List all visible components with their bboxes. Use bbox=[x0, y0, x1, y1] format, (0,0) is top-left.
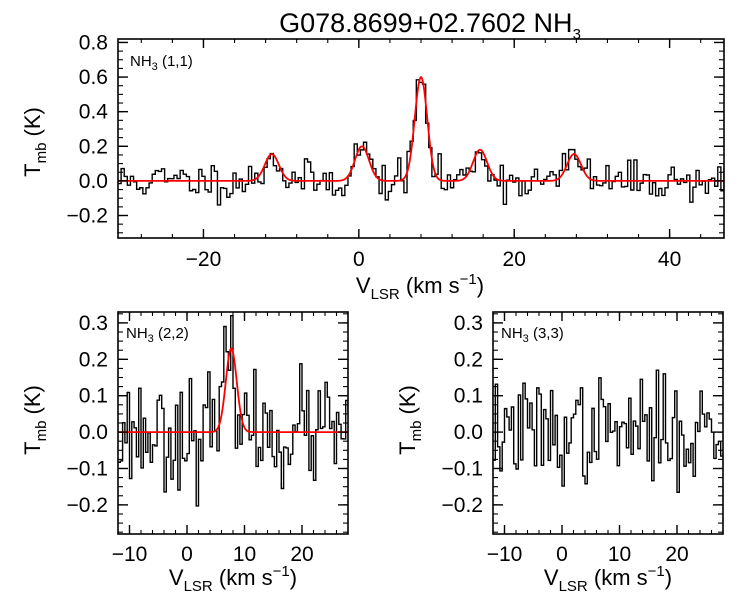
y-tick-label: 0.0 bbox=[79, 170, 108, 193]
x-tick-label: 40 bbox=[658, 248, 681, 271]
panel-1-label: NH3 (1,1) bbox=[130, 53, 193, 73]
panel-3-spectrum bbox=[493, 369, 723, 493]
y-tick-label: 0.4 bbox=[79, 101, 109, 124]
panel-nh3-1-1: NH3 (1,1) VLSR (km s−1) Tmb (K) −20 0 20 40… bbox=[20, 31, 725, 303]
panel-3-label: NH3 (3,3) bbox=[501, 325, 564, 345]
y-tick-label: 0.0 bbox=[79, 421, 108, 444]
y-tick-label: 0.3 bbox=[79, 312, 108, 335]
panel-1-frame bbox=[117, 38, 725, 239]
panel-nh3-3-3: NH3 (3,3) VLSR (km s−1) Tmb (K) −10 0 10 20… bbox=[395, 311, 724, 595]
x-tick-label: −10 bbox=[112, 543, 148, 566]
x-tick-label: 0 bbox=[181, 543, 193, 566]
x-tick-label: −10 bbox=[487, 543, 523, 566]
panel-2-x-axis-label: VLSR (km s−1) bbox=[169, 563, 297, 595]
y-tick-label: 0.2 bbox=[79, 135, 108, 158]
y-tick-label: 0.0 bbox=[454, 421, 483, 444]
x-tick-label: −20 bbox=[186, 248, 222, 271]
panel-2-y-axis-label: Tmb (K) bbox=[20, 385, 50, 455]
x-tick-label: 10 bbox=[233, 543, 256, 566]
y-tick-label: −0.1 bbox=[67, 457, 108, 480]
panel-2-label: NH3 (2,2) bbox=[126, 325, 189, 345]
panel-3-y-axis-label: Tmb (K) bbox=[395, 385, 425, 455]
x-tick-label: 20 bbox=[290, 543, 313, 566]
panel-3-x-axis-label: VLSR (km s−1) bbox=[544, 563, 672, 595]
y-tick-label: 0.2 bbox=[79, 348, 108, 371]
panel-nh3-2-2: NH3 (2,2) VLSR (km s−1) Tmb (K) −10 0 10 20… bbox=[20, 311, 349, 595]
panel-1-y-axis-label: Tmb (K) bbox=[20, 107, 50, 177]
figure-title: G078.8699+02.7602 NH3 bbox=[279, 8, 581, 43]
y-tick-label: 0.3 bbox=[454, 312, 483, 335]
panel-2-fit-curve bbox=[118, 347, 348, 433]
x-tick-label: 0 bbox=[556, 543, 568, 566]
panel-1-x-axis-label: VLSR (km s−1) bbox=[356, 271, 484, 303]
panel-2-spectrum bbox=[118, 314, 348, 507]
y-tick-label: 0.1 bbox=[79, 385, 108, 408]
y-tick-label: 0.2 bbox=[454, 348, 483, 371]
y-tick-label: −0.1 bbox=[442, 457, 483, 480]
y-tick-label: 0.1 bbox=[454, 385, 483, 408]
x-tick-label: 0 bbox=[353, 248, 365, 271]
x-tick-label: 20 bbox=[665, 543, 688, 566]
y-tick-label: −0.2 bbox=[67, 494, 108, 517]
panel-1-spectrum bbox=[118, 79, 724, 206]
y-tick-label: −0.2 bbox=[67, 205, 108, 228]
x-tick-label: 10 bbox=[608, 543, 631, 566]
y-tick-label: −0.2 bbox=[442, 494, 483, 517]
y-tick-label: 0.6 bbox=[79, 66, 108, 89]
x-tick-label: 20 bbox=[503, 248, 526, 271]
y-tick-label: 0.8 bbox=[79, 31, 108, 54]
panel-1-fit-curve bbox=[118, 75, 724, 182]
